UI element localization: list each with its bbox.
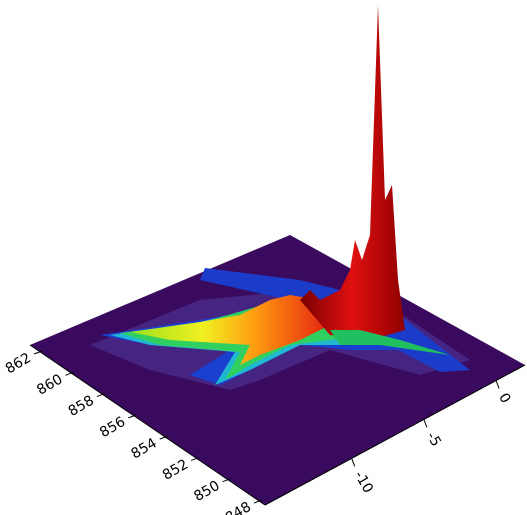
x-tick-label: -5 <box>423 429 444 449</box>
y-tick <box>65 371 74 376</box>
x-tick <box>495 380 500 389</box>
x-axis-line <box>264 364 526 506</box>
y-tick-label: 860 <box>34 371 65 398</box>
x-tick-label: -10 <box>351 468 376 496</box>
y-tick <box>33 350 43 355</box>
y-tick <box>96 393 106 398</box>
x-tick-label: 0 <box>495 391 513 407</box>
y-tick <box>128 414 137 419</box>
y-tick-label: 852 <box>160 457 191 484</box>
y-tick <box>222 478 231 483</box>
y-tick-label: 862 <box>3 350 34 377</box>
x-tick <box>423 419 428 428</box>
y-axis-line <box>29 344 266 506</box>
y-tick-label: 848 <box>223 499 254 515</box>
y-tick-label: 858 <box>66 393 97 420</box>
y-tick <box>253 499 263 504</box>
y-tick-label: 856 <box>97 414 128 441</box>
x-tick <box>351 458 356 467</box>
y-tick-label: 854 <box>129 435 160 462</box>
y-tick <box>190 456 200 461</box>
y-tick-label: 850 <box>191 478 222 505</box>
surface <box>30 5 525 505</box>
y-tick <box>159 435 168 440</box>
